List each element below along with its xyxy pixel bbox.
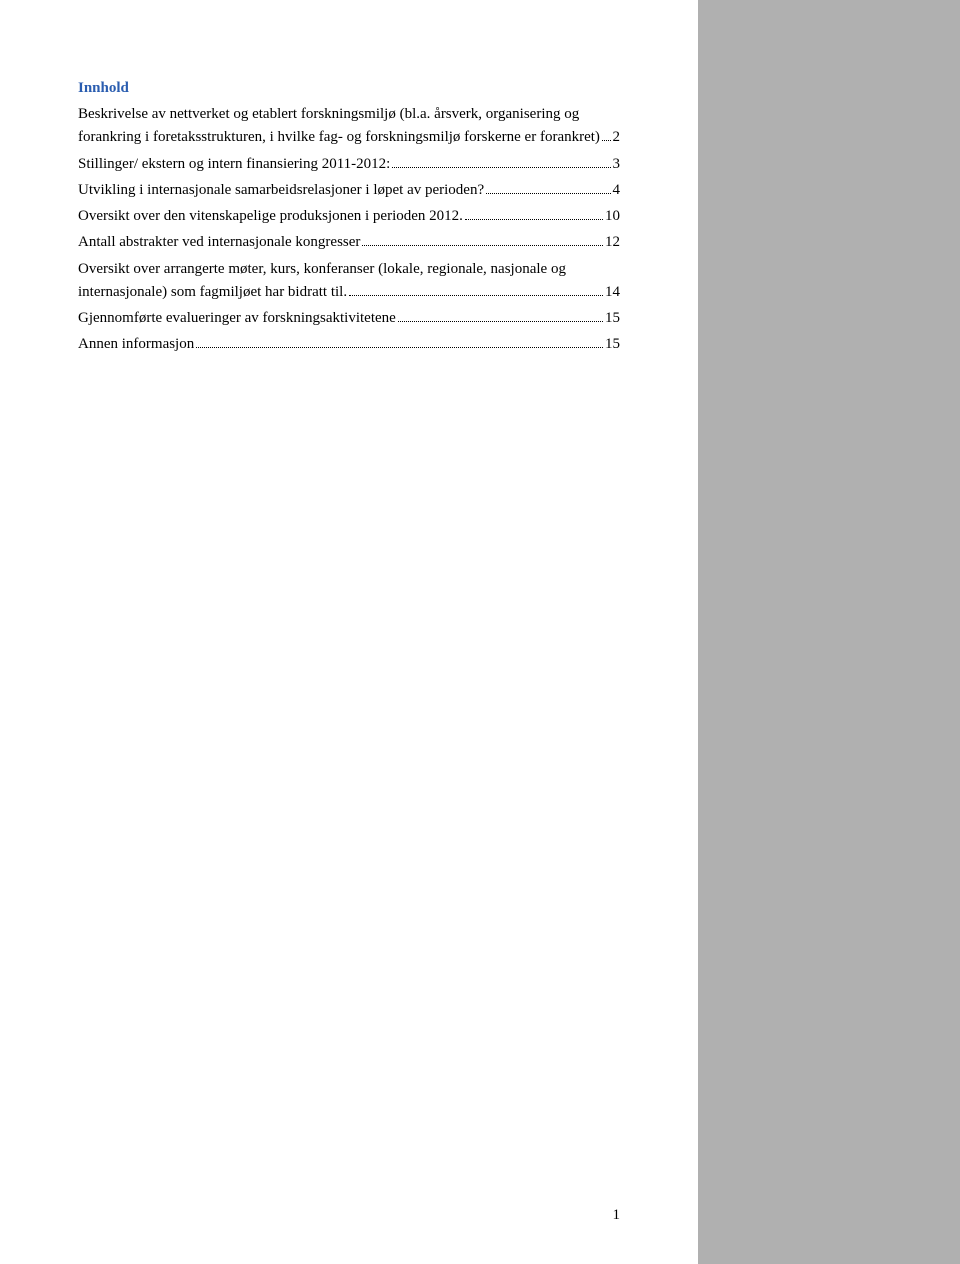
- toc-entry-page: 3: [613, 153, 621, 176]
- toc-entry[interactable]: Oversikt over arrangerte møter, kurs, ko…: [78, 258, 620, 305]
- toc-entry-page: 4: [613, 179, 621, 202]
- toc-entry-page: 15: [605, 333, 620, 356]
- toc-entry-text: Antall abstrakter ved internasjonale kon…: [78, 231, 360, 254]
- toc-entry-text: Annen informasjon: [78, 333, 194, 356]
- toc-leader-dots: [398, 310, 603, 322]
- toc-entry-text: internasjonale) som fagmiljøet har bidra…: [78, 281, 347, 304]
- toc-entry-page: 15: [605, 307, 620, 330]
- toc-entry[interactable]: Stillinger/ ekstern og intern finansieri…: [78, 153, 620, 176]
- toc-entry-page: 12: [605, 231, 620, 254]
- table-of-contents: Beskrivelse av nettverket og etablert fo…: [78, 103, 620, 357]
- toc-entry[interactable]: Gjennomførte evalueringer av forskningsa…: [78, 307, 620, 330]
- toc-entry-page: 14: [605, 281, 620, 304]
- toc-leader-dots: [392, 156, 610, 168]
- toc-entry[interactable]: Antall abstrakter ved internasjonale kon…: [78, 231, 620, 254]
- toc-leader-dots: [602, 129, 611, 141]
- toc-heading: Innhold: [78, 80, 620, 97]
- toc-entry-text: Beskrivelse av nettverket og etablert fo…: [78, 103, 620, 126]
- toc-leader-dots: [465, 208, 603, 220]
- toc-entry-page: 2: [613, 126, 621, 149]
- toc-entry-text: forankring i foretaksstrukturen, i hvilk…: [78, 126, 600, 149]
- toc-entry-text: Utvikling i internasjonale samarbeidsrel…: [78, 179, 484, 202]
- toc-leader-dots: [196, 336, 603, 348]
- toc-entry[interactable]: Beskrivelse av nettverket og etablert fo…: [78, 103, 620, 150]
- toc-entry[interactable]: Oversikt over den vitenskapelige produks…: [78, 205, 620, 228]
- toc-entry-text: Stillinger/ ekstern og intern finansieri…: [78, 153, 390, 176]
- page-number: 1: [613, 1207, 621, 1224]
- document-page: Innhold Beskrivelse av nettverket og eta…: [0, 0, 698, 1264]
- toc-leader-dots: [486, 182, 610, 194]
- toc-entry-page: 10: [605, 205, 620, 228]
- toc-leader-dots: [362, 234, 603, 246]
- toc-entry[interactable]: Annen informasjon 15: [78, 333, 620, 356]
- toc-leader-dots: [349, 284, 603, 296]
- toc-entry[interactable]: Utvikling i internasjonale samarbeidsrel…: [78, 179, 620, 202]
- sidebar-background: [698, 0, 960, 1264]
- toc-entry-text: Gjennomførte evalueringer av forskningsa…: [78, 307, 396, 330]
- toc-entry-text: Oversikt over den vitenskapelige produks…: [78, 205, 463, 228]
- toc-entry-text: Oversikt over arrangerte møter, kurs, ko…: [78, 258, 620, 281]
